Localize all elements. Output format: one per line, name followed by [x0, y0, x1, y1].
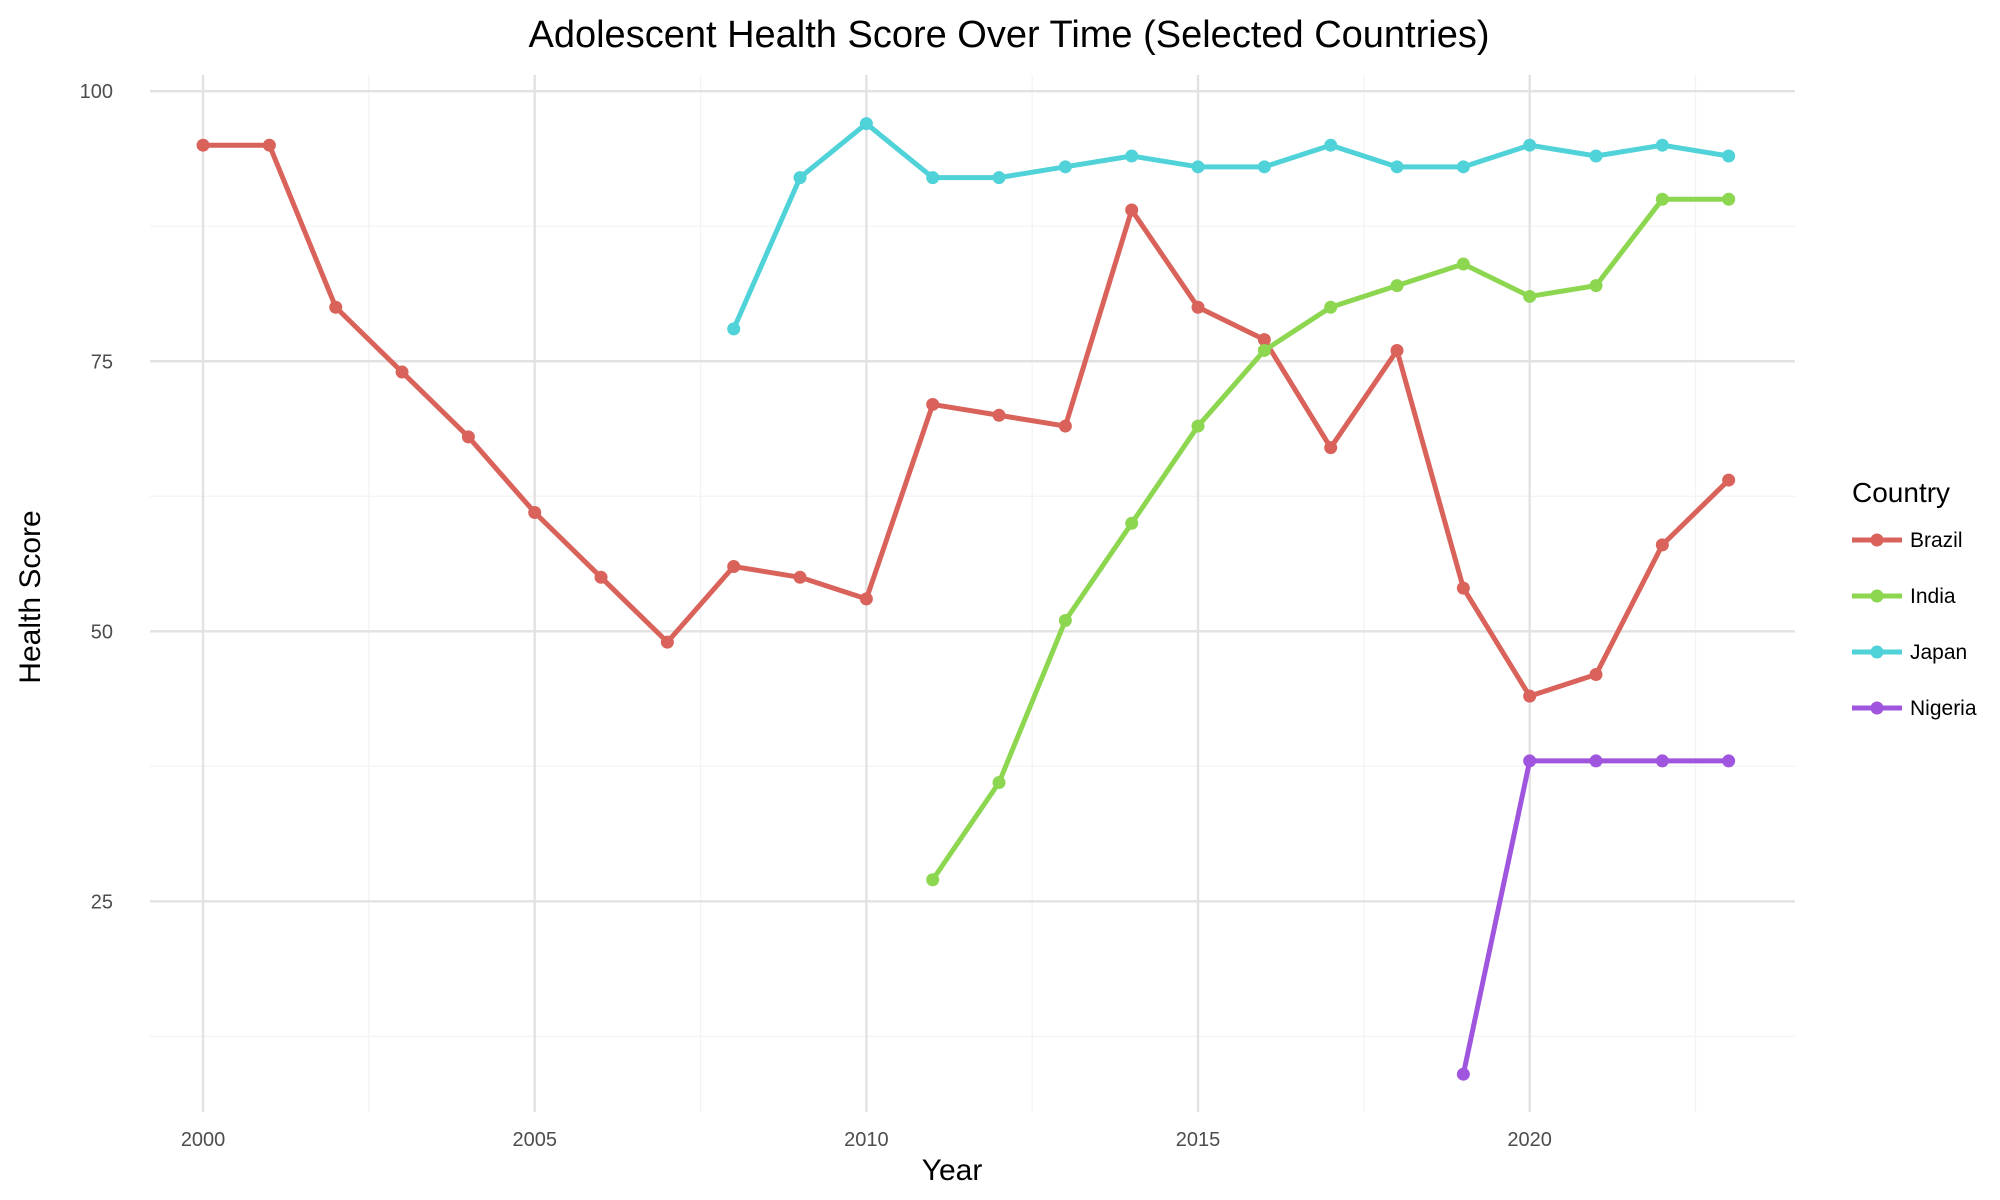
legend-item-india: India — [1852, 585, 1956, 608]
data-point-brazil — [1722, 473, 1736, 487]
legend-item-japan: Japan — [1852, 641, 1967, 664]
data-point-brazil — [1058, 419, 1072, 433]
data-point-brazil — [1191, 300, 1205, 314]
data-point-japan — [926, 171, 940, 185]
data-point-brazil — [594, 570, 608, 584]
data-point-nigeria — [1655, 754, 1669, 768]
data-point-brazil — [926, 397, 940, 411]
legend-label: Brazil — [1910, 529, 1963, 552]
data-point-india — [1125, 516, 1139, 530]
data-point-india — [1058, 614, 1072, 628]
data-point-brazil — [262, 138, 276, 152]
legend-item-brazil: Brazil — [1852, 529, 1963, 552]
data-point-nigeria — [1589, 754, 1603, 768]
y-tick-label: 100 — [80, 81, 113, 103]
data-point-brazil — [1589, 668, 1603, 682]
data-point-india — [1257, 343, 1271, 357]
y-tick-label: 25 — [91, 891, 113, 913]
data-point-brazil — [461, 430, 475, 444]
data-point-japan — [1722, 149, 1736, 163]
legend: Country Brazil India Japan Nigeria — [1852, 477, 1977, 720]
series-line-brazil — [203, 142, 1731, 699]
x-tick-label: 2000 — [181, 1129, 226, 1151]
legend-key-point — [1870, 589, 1884, 603]
data-point-japan — [1655, 138, 1669, 152]
series-line-nigeria — [1460, 758, 1729, 1075]
data-point-brazil — [1655, 538, 1669, 552]
legend-label: India — [1910, 585, 1956, 608]
data-point-brazil — [1324, 441, 1338, 455]
series-line-japan — [731, 121, 1730, 330]
data-point-japan — [1523, 138, 1537, 152]
data-point-india — [1722, 192, 1736, 206]
data-point-brazil — [793, 570, 807, 584]
legend-key-point — [1870, 645, 1884, 659]
data-point-india — [1655, 192, 1669, 206]
data-point-brazil — [1257, 333, 1271, 347]
data-point-brazil — [859, 592, 873, 606]
data-point-india — [1456, 257, 1470, 271]
data-point-india — [1324, 300, 1338, 314]
legend-label: Japan — [1910, 641, 1967, 664]
data-point-brazil — [1523, 689, 1537, 703]
x-axis-title: Year — [922, 1154, 983, 1187]
chart-title: Adolescent Health Score Over Time (Selec… — [529, 14, 1490, 56]
legend-key-point — [1870, 533, 1884, 547]
data-point-nigeria — [1722, 754, 1736, 768]
data-point-brazil — [1390, 343, 1404, 357]
data-point-brazil — [660, 635, 674, 649]
series-lines — [203, 121, 1731, 1075]
x-tick-label: 2010 — [844, 1129, 889, 1151]
legend-key-point — [1870, 701, 1884, 715]
data-point-brazil — [1125, 203, 1139, 217]
data-point-brazil — [528, 505, 542, 519]
data-point-japan — [992, 171, 1006, 185]
axis-labels: 25 50 75 100 2000 2005 2010 2015 2020 — [80, 81, 1552, 1151]
data-point-brazil — [992, 408, 1006, 422]
data-point-nigeria — [1523, 754, 1537, 768]
legend-label: Nigeria — [1910, 697, 1977, 720]
data-point-brazil — [395, 365, 409, 379]
data-point-japan — [1058, 160, 1072, 174]
data-point-brazil — [196, 138, 210, 152]
x-tick-label: 2005 — [512, 1129, 557, 1151]
y-axis-title: Health Score — [14, 510, 47, 683]
data-point-india — [1390, 279, 1404, 293]
series-points — [196, 117, 1736, 1081]
data-point-nigeria — [1456, 1067, 1470, 1081]
data-point-india — [1589, 279, 1603, 293]
data-point-india — [1191, 419, 1205, 433]
data-point-brazil — [329, 300, 343, 314]
data-point-japan — [1125, 149, 1139, 163]
data-point-japan — [1324, 138, 1338, 152]
data-point-japan — [1191, 160, 1205, 174]
y-tick-label: 50 — [91, 621, 113, 643]
data-point-japan — [727, 322, 741, 336]
legend-item-nigeria: Nigeria — [1852, 697, 1977, 720]
data-point-japan — [793, 171, 807, 185]
data-point-japan — [1390, 160, 1404, 174]
data-point-india — [992, 776, 1006, 790]
data-point-india — [926, 873, 940, 887]
x-tick-label: 2020 — [1507, 1129, 1552, 1151]
legend-title: Country — [1852, 477, 1950, 508]
data-point-japan — [859, 117, 873, 131]
grid-lines — [150, 75, 1795, 1112]
data-point-india — [1523, 289, 1537, 303]
data-point-brazil — [1456, 581, 1470, 595]
y-tick-label: 75 — [91, 351, 113, 373]
x-tick-label: 2015 — [1176, 1129, 1221, 1151]
data-point-japan — [1456, 160, 1470, 174]
data-point-japan — [1257, 160, 1271, 174]
data-point-brazil — [727, 559, 741, 573]
data-point-japan — [1589, 149, 1603, 163]
